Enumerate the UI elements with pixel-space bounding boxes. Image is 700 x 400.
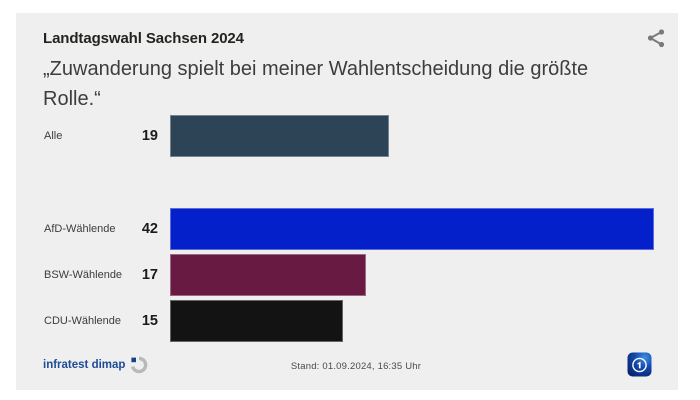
chart-row: AfD-Wählende 42 (16, 208, 678, 250)
bar-bsw-w-hlende (170, 254, 366, 296)
chart-row: Alle 19 (16, 115, 678, 157)
ard-logo-icon (627, 352, 652, 377)
chart-card: Landtagswahl Sachsen 2024 „Zuwanderung s… (16, 13, 678, 390)
share-button[interactable] (644, 26, 668, 50)
share-icon (647, 29, 665, 48)
infratest-dimap-swirl-icon (131, 356, 148, 374)
category-label: CDU-Wählende (44, 315, 122, 327)
source-label: infratest dimap (43, 359, 126, 371)
chart-row: BSW-Wählende 17 (16, 254, 678, 296)
status-timestamp: Stand: 01.09.2024, 16:35 Uhr (290, 361, 422, 372)
bar-alle (170, 115, 389, 157)
category-label: Alle (44, 130, 63, 142)
bar-cdu-w-hlende (170, 300, 343, 342)
bar-afd-w-hlende (170, 208, 654, 250)
chart-headline: „Zuwanderung spielt bei meiner Wahlentsc… (43, 58, 589, 110)
value-label: 42 (141, 221, 158, 237)
category-label: AfD-Wählende (44, 223, 116, 235)
source-attribution: infratest dimap (43, 355, 148, 375)
value-label: 15 (141, 313, 158, 329)
chart-row: CDU-Wählende 15 (16, 300, 678, 342)
chart-kicker: Landtagswahl Sachsen 2024 (43, 30, 244, 47)
value-label: 19 (141, 128, 158, 144)
value-label: 17 (141, 267, 158, 283)
category-label: BSW-Wählende (44, 269, 123, 281)
